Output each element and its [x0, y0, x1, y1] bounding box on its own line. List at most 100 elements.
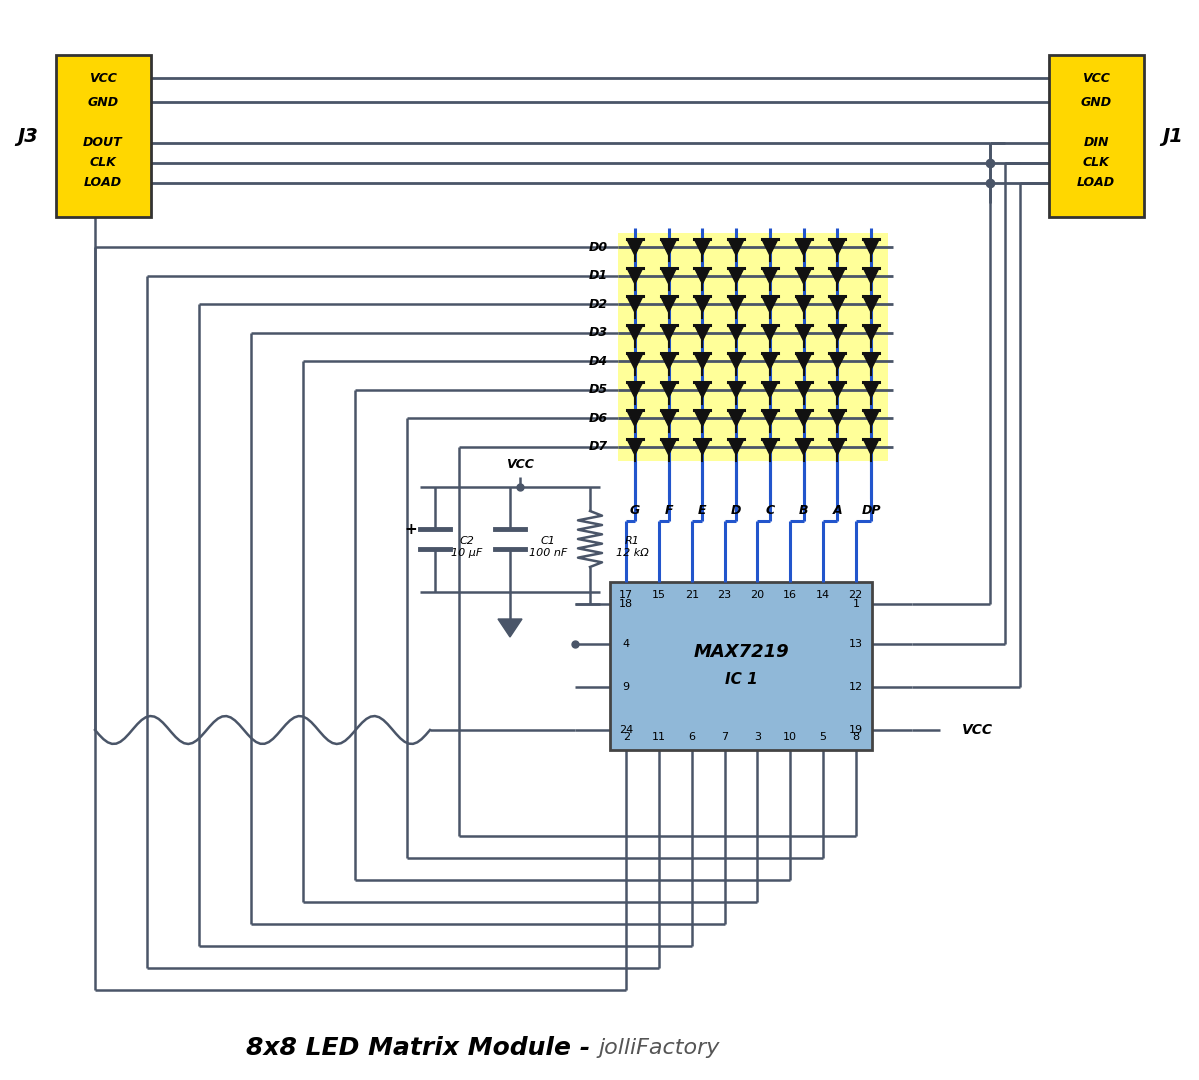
Polygon shape	[694, 438, 710, 455]
Polygon shape	[661, 438, 676, 455]
Text: CLK: CLK	[90, 157, 116, 170]
Text: 7: 7	[721, 732, 728, 742]
Text: 24: 24	[619, 725, 633, 735]
Text: MAX7219: MAX7219	[693, 643, 789, 661]
Polygon shape	[830, 268, 845, 284]
Polygon shape	[728, 268, 745, 284]
Polygon shape	[863, 410, 879, 427]
Text: 1: 1	[852, 599, 860, 609]
Text: 4: 4	[622, 639, 629, 649]
Text: D6: D6	[589, 411, 608, 424]
Polygon shape	[627, 240, 643, 255]
Text: D5: D5	[589, 383, 608, 396]
Text: 2: 2	[622, 732, 629, 742]
Polygon shape	[627, 296, 643, 312]
Bar	[56, 55, 151, 217]
Text: 13: 13	[849, 639, 863, 649]
Polygon shape	[863, 325, 879, 341]
Text: 3: 3	[754, 732, 761, 742]
Text: +: +	[404, 522, 417, 537]
Polygon shape	[694, 240, 710, 255]
Text: D3: D3	[589, 326, 608, 339]
Text: DOUT: DOUT	[83, 136, 122, 149]
Text: 18: 18	[619, 599, 633, 609]
Polygon shape	[627, 353, 643, 369]
Text: B: B	[799, 504, 808, 517]
Polygon shape	[761, 325, 778, 341]
Polygon shape	[694, 325, 710, 341]
Polygon shape	[694, 353, 710, 369]
Polygon shape	[761, 353, 778, 369]
Polygon shape	[761, 410, 778, 427]
Text: 10: 10	[783, 732, 797, 742]
Text: D2: D2	[589, 298, 608, 311]
Text: C: C	[765, 504, 775, 517]
Text: F: F	[664, 504, 673, 517]
Text: D0: D0	[589, 241, 608, 254]
Polygon shape	[830, 325, 845, 341]
Text: 11: 11	[652, 732, 667, 742]
Text: 22: 22	[849, 590, 863, 600]
Polygon shape	[796, 268, 812, 284]
Text: DP: DP	[861, 504, 881, 517]
Text: 19: 19	[849, 725, 863, 735]
Polygon shape	[796, 410, 812, 427]
Polygon shape	[761, 240, 778, 255]
Polygon shape	[830, 353, 845, 369]
Polygon shape	[627, 325, 643, 341]
Polygon shape	[863, 353, 879, 369]
Polygon shape	[863, 381, 879, 397]
Text: D: D	[731, 504, 741, 517]
Text: J3: J3	[17, 126, 38, 146]
Polygon shape	[728, 296, 745, 312]
Polygon shape	[761, 381, 778, 397]
Polygon shape	[863, 296, 879, 312]
Polygon shape	[728, 381, 745, 397]
Polygon shape	[661, 296, 676, 312]
Polygon shape	[627, 268, 643, 284]
Text: 20: 20	[751, 590, 765, 600]
Text: R1
12 kΩ: R1 12 kΩ	[615, 536, 649, 557]
Polygon shape	[627, 410, 643, 427]
Polygon shape	[796, 240, 812, 255]
Polygon shape	[830, 410, 845, 427]
Polygon shape	[627, 438, 643, 455]
Polygon shape	[796, 381, 812, 397]
Text: C2
10 μF: C2 10 μF	[451, 536, 483, 557]
Polygon shape	[830, 240, 845, 255]
Text: 6: 6	[688, 732, 695, 742]
Polygon shape	[863, 438, 879, 455]
Text: 8: 8	[852, 732, 860, 742]
Text: GND: GND	[1080, 95, 1111, 108]
Text: DIN: DIN	[1083, 136, 1109, 149]
Polygon shape	[761, 296, 778, 312]
Bar	[610, 582, 872, 750]
Polygon shape	[498, 619, 522, 637]
Text: VCC: VCC	[1081, 71, 1110, 84]
Polygon shape	[830, 381, 845, 397]
Polygon shape	[728, 240, 745, 255]
Polygon shape	[627, 381, 643, 397]
Polygon shape	[863, 240, 879, 255]
Text: 21: 21	[685, 590, 699, 600]
Text: J1: J1	[1162, 126, 1183, 146]
Text: C1
100 nF: C1 100 nF	[529, 536, 567, 557]
Polygon shape	[694, 410, 710, 427]
Text: 12: 12	[849, 681, 863, 692]
Text: VCC: VCC	[962, 723, 993, 737]
Text: LOAD: LOAD	[84, 176, 122, 189]
Text: E: E	[698, 504, 706, 517]
Text: 23: 23	[717, 590, 731, 600]
Polygon shape	[661, 353, 676, 369]
Text: VCC: VCC	[89, 71, 118, 84]
Text: 15: 15	[652, 590, 667, 600]
Text: D7: D7	[589, 441, 608, 454]
Text: 5: 5	[819, 732, 826, 742]
Polygon shape	[661, 240, 676, 255]
Polygon shape	[694, 268, 710, 284]
Text: 14: 14	[815, 590, 830, 600]
Polygon shape	[694, 381, 710, 397]
Text: D4: D4	[589, 354, 608, 368]
Polygon shape	[796, 296, 812, 312]
Text: D1: D1	[589, 269, 608, 282]
